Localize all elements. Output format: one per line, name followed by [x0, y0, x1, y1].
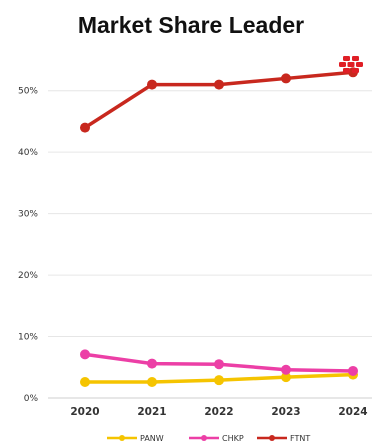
y-tick-label: 40%	[18, 148, 38, 158]
series-ftnt	[80, 67, 358, 133]
data-point-chkp	[281, 364, 291, 375]
chart-title: Market Share Leader	[77, 12, 305, 38]
y-tick-label: 0%	[24, 394, 39, 404]
series-lines	[80, 67, 358, 388]
logo-block	[347, 62, 355, 67]
x-tick-label: 2021	[137, 406, 166, 418]
y-tick-label: 50%	[18, 87, 38, 97]
legend-marker	[201, 435, 207, 441]
legend: PANW CHKP FTNT	[107, 434, 310, 443]
logo-block	[339, 62, 346, 67]
series-chkp	[80, 349, 358, 376]
data-point-ftnt	[281, 73, 291, 84]
data-point-chkp	[214, 359, 224, 370]
logo-block	[352, 56, 359, 61]
legend-marker	[119, 435, 125, 441]
x-tick-label: 2020	[70, 406, 99, 418]
data-point-ftnt	[147, 79, 157, 90]
data-point-ftnt	[80, 122, 90, 133]
legend-marker	[269, 435, 275, 441]
legend-label: FTNT	[290, 434, 310, 443]
data-point-chkp	[348, 365, 358, 376]
x-tick-label: 2022	[204, 406, 233, 418]
data-point-panw	[281, 372, 291, 383]
x-tick-label: 2024	[338, 406, 367, 418]
data-point-panw	[147, 377, 157, 388]
y-tick-label: 20%	[18, 271, 38, 281]
legend-item-chkp: CHKP	[189, 434, 244, 443]
legend-label: PANW	[140, 434, 164, 443]
logo-block	[343, 56, 350, 61]
data-point-panw	[214, 375, 224, 386]
x-tick-label: 2023	[271, 406, 300, 418]
logo-block	[356, 62, 363, 67]
fortinet-logo-icon	[339, 56, 363, 73]
logo-block	[352, 68, 359, 73]
y-tick-label: 30%	[18, 210, 38, 220]
legend-item-panw: PANW	[107, 434, 164, 443]
legend-label: CHKP	[222, 434, 244, 443]
logo-block	[343, 68, 350, 73]
data-point-chkp	[147, 358, 157, 369]
legend-item-ftnt: FTNT	[257, 434, 310, 443]
data-point-panw	[80, 377, 90, 388]
data-point-ftnt	[214, 79, 224, 90]
data-point-chkp	[80, 349, 90, 360]
y-tick-label: 10%	[18, 333, 38, 343]
series-panw	[80, 369, 358, 388]
axes: 0% 10% 20% 30% 40% 50% 2020 2021 2022 2023 2024	[18, 87, 368, 418]
grid-lines	[48, 90, 372, 399]
